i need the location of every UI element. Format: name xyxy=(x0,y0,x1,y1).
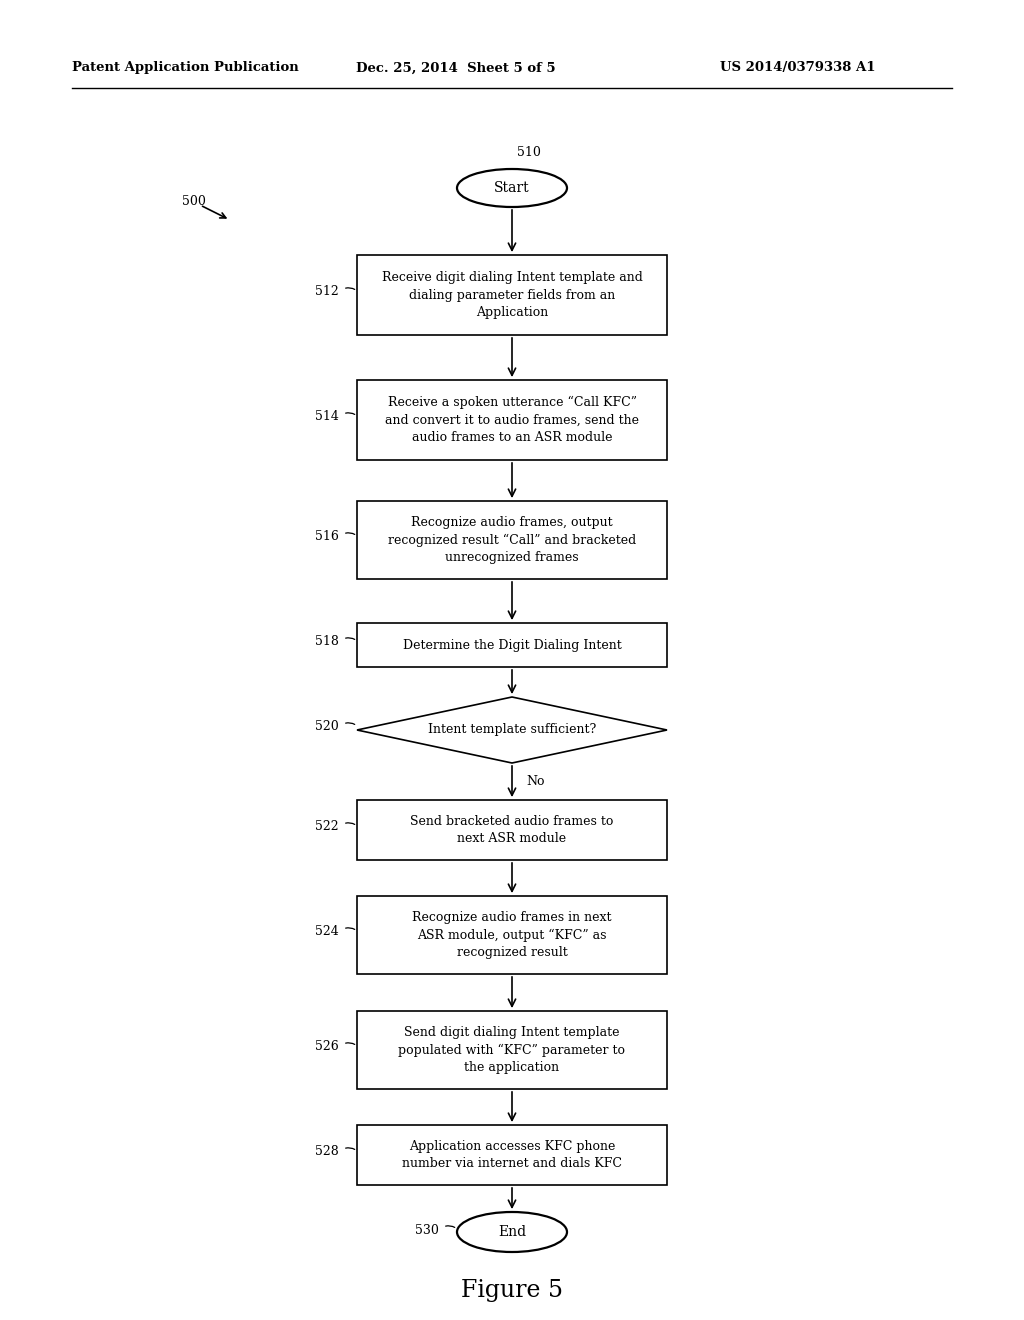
Polygon shape xyxy=(357,697,667,763)
Bar xyxy=(357,623,667,667)
Ellipse shape xyxy=(457,169,567,207)
Text: Recognize audio frames in next
ASR module, output “KFC” as
recognized result: Recognize audio frames in next ASR modul… xyxy=(413,911,611,960)
Bar xyxy=(357,255,667,335)
Text: 520: 520 xyxy=(315,719,339,733)
Text: Application accesses KFC phone
number via internet and dials KFC: Application accesses KFC phone number vi… xyxy=(402,1139,622,1171)
Bar xyxy=(357,896,667,974)
Text: Patent Application Publication: Patent Application Publication xyxy=(72,62,299,74)
Bar xyxy=(357,1011,667,1089)
Bar xyxy=(357,380,667,459)
Text: No: No xyxy=(526,775,545,788)
Bar xyxy=(357,1125,667,1185)
Ellipse shape xyxy=(457,1212,567,1251)
Text: Start: Start xyxy=(495,181,529,195)
Text: Recognize audio frames, output
recognized result “Call” and bracketed
unrecogniz: Recognize audio frames, output recognize… xyxy=(388,516,636,564)
Text: 512: 512 xyxy=(315,285,339,298)
Text: Receive a spoken utterance “Call KFC”
and convert it to audio frames, send the
a: Receive a spoken utterance “Call KFC” an… xyxy=(385,396,639,444)
Text: 516: 516 xyxy=(315,531,339,543)
Text: 522: 522 xyxy=(315,820,339,833)
Text: 500: 500 xyxy=(182,195,206,209)
Text: 526: 526 xyxy=(315,1040,339,1053)
Text: Send digit dialing Intent template
populated with “KFC” parameter to
the applica: Send digit dialing Intent template popul… xyxy=(398,1026,626,1074)
Text: Dec. 25, 2014  Sheet 5 of 5: Dec. 25, 2014 Sheet 5 of 5 xyxy=(356,62,556,74)
Bar xyxy=(357,800,667,861)
Text: 530: 530 xyxy=(415,1224,439,1237)
Bar xyxy=(357,502,667,579)
Text: 510: 510 xyxy=(516,147,541,158)
Text: Determine the Digit Dialing Intent: Determine the Digit Dialing Intent xyxy=(402,639,622,652)
Text: Figure 5: Figure 5 xyxy=(461,1279,563,1302)
Text: Intent template sufficient?: Intent template sufficient? xyxy=(428,723,596,737)
Text: End: End xyxy=(498,1225,526,1239)
Text: 514: 514 xyxy=(315,411,339,422)
Text: 518: 518 xyxy=(315,635,339,648)
Text: US 2014/0379338 A1: US 2014/0379338 A1 xyxy=(720,62,876,74)
Text: Receive digit dialing Intent template and
dialing parameter fields from an
Appli: Receive digit dialing Intent template an… xyxy=(382,271,642,319)
Text: 528: 528 xyxy=(315,1144,339,1158)
Text: Send bracketed audio frames to
next ASR module: Send bracketed audio frames to next ASR … xyxy=(411,814,613,845)
Text: 524: 524 xyxy=(315,925,339,939)
